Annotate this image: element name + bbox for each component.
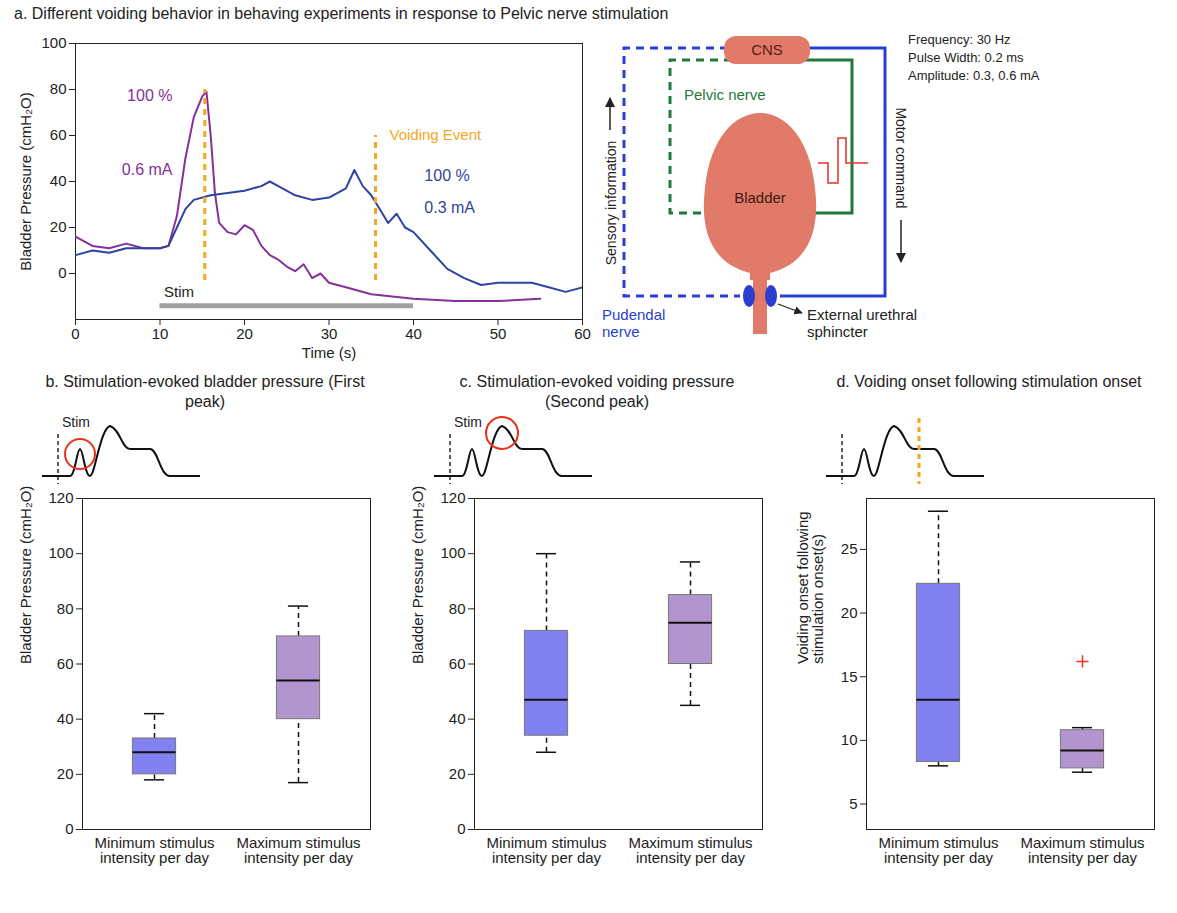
svg-text:0: 0	[58, 264, 66, 281]
svg-text:Motor command: Motor command	[893, 107, 909, 208]
svg-text:Bladder Pressure (cmH₂O): Bladder Pressure (cmH₂O)	[17, 92, 34, 270]
svg-text:Amplitude: 0.3, 0.6 mA: Amplitude: 0.3, 0.6 mA	[908, 68, 1040, 83]
svg-text:Maximum stimulusintensity per: Maximum stimulusintensity per day	[236, 834, 360, 866]
svg-text:Stim: Stim	[164, 283, 194, 300]
svg-text:100: 100	[41, 34, 66, 51]
svg-text:20: 20	[50, 218, 67, 235]
svg-text:Minimum stimulusintensity per: Minimum stimulusintensity per day	[94, 834, 214, 866]
svg-text:100 %: 100 %	[127, 87, 172, 104]
svg-text:20: 20	[236, 325, 253, 342]
svg-text:50: 50	[490, 325, 507, 342]
svg-text:Pulse Width: 0.2 ms: Pulse Width: 0.2 ms	[908, 50, 1024, 65]
svg-text:nerve: nerve	[602, 323, 640, 340]
svg-text:20: 20	[449, 765, 466, 782]
svg-text:20: 20	[57, 765, 74, 782]
svg-text:40: 40	[449, 710, 466, 727]
svg-text:40: 40	[50, 172, 67, 189]
svg-text:80: 80	[50, 80, 67, 97]
svg-text:0.3 mA: 0.3 mA	[424, 199, 475, 216]
svg-text:Minimum stimulusintensity per: Minimum stimulusintensity per day	[878, 834, 998, 866]
svg-text:Minimum stimulusintensity per: Minimum stimulusintensity per day	[486, 834, 606, 866]
svg-text:15: 15	[841, 668, 858, 685]
svg-text:Pudendal: Pudendal	[602, 306, 665, 323]
svg-text:Stim: Stim	[62, 414, 90, 430]
svg-text:0: 0	[457, 820, 465, 837]
html-text:d. Voiding onset following sti: d. Voiding onset following stimulation o…	[836, 373, 1142, 390]
svg-text:100 %: 100 %	[424, 167, 469, 184]
svg-text:External urethral: External urethral	[807, 306, 917, 323]
svg-text:30: 30	[321, 325, 338, 342]
svg-text:Sensory information: Sensory information	[603, 141, 619, 266]
svg-text:Stim: Stim	[454, 414, 482, 430]
svg-text:20: 20	[841, 604, 858, 621]
svg-text:Maximum stimulusintensity per: Maximum stimulusintensity per day	[1020, 834, 1144, 866]
svg-text:60: 60	[574, 325, 591, 342]
svg-text:5: 5	[849, 795, 857, 812]
svg-text:Bladder Pressure (cmH₂O): Bladder Pressure (cmH₂O)	[409, 486, 426, 664]
svg-text:Bladder: Bladder	[734, 189, 786, 206]
svg-text:CNS: CNS	[751, 41, 783, 58]
svg-text:0: 0	[71, 325, 79, 342]
svg-text:Frequency: 30 Hz: Frequency: 30 Hz	[908, 32, 1011, 47]
svg-text:100: 100	[48, 544, 73, 561]
svg-text:Maximum stimulusintensity per: Maximum stimulusintensity per day	[628, 834, 752, 866]
svg-text:40: 40	[57, 710, 74, 727]
svg-text:Time (s): Time (s)	[302, 344, 356, 361]
svg-text:80: 80	[57, 600, 74, 617]
svg-text:10: 10	[841, 731, 858, 748]
svg-text:0.6 mA: 0.6 mA	[122, 161, 173, 178]
svg-text:120: 120	[440, 489, 465, 506]
svg-text:40: 40	[405, 325, 422, 342]
svg-text:60: 60	[449, 655, 466, 672]
svg-text:25: 25	[841, 540, 858, 557]
svg-text:10: 10	[152, 325, 169, 342]
html-text:b. Stimulation-evoked bladder: b. Stimulation-evoked bladder pressure (…	[45, 373, 365, 410]
svg-text:120: 120	[48, 489, 73, 506]
html-text:a. Different voiding behavior: a. Different voiding behavior in behavin…	[14, 5, 669, 22]
svg-text:0: 0	[65, 820, 73, 837]
svg-text:80: 80	[449, 600, 466, 617]
svg-text:Voiding Event: Voiding Event	[389, 126, 482, 143]
svg-text:Voiding onset followingstimula: Voiding onset followingstimulation onset…	[794, 511, 826, 664]
svg-text:60: 60	[57, 655, 74, 672]
svg-text:100: 100	[440, 544, 465, 561]
svg-text:Bladder Pressure (cmH₂O): Bladder Pressure (cmH₂O)	[17, 486, 34, 664]
html-text:c. Stimulation-evoked voiding: c. Stimulation-evoked voiding pressure (…	[459, 373, 735, 410]
svg-text:sphincter: sphincter	[807, 323, 868, 340]
svg-text:Pelvic nerve: Pelvic nerve	[684, 86, 766, 103]
svg-text:60: 60	[50, 126, 67, 143]
